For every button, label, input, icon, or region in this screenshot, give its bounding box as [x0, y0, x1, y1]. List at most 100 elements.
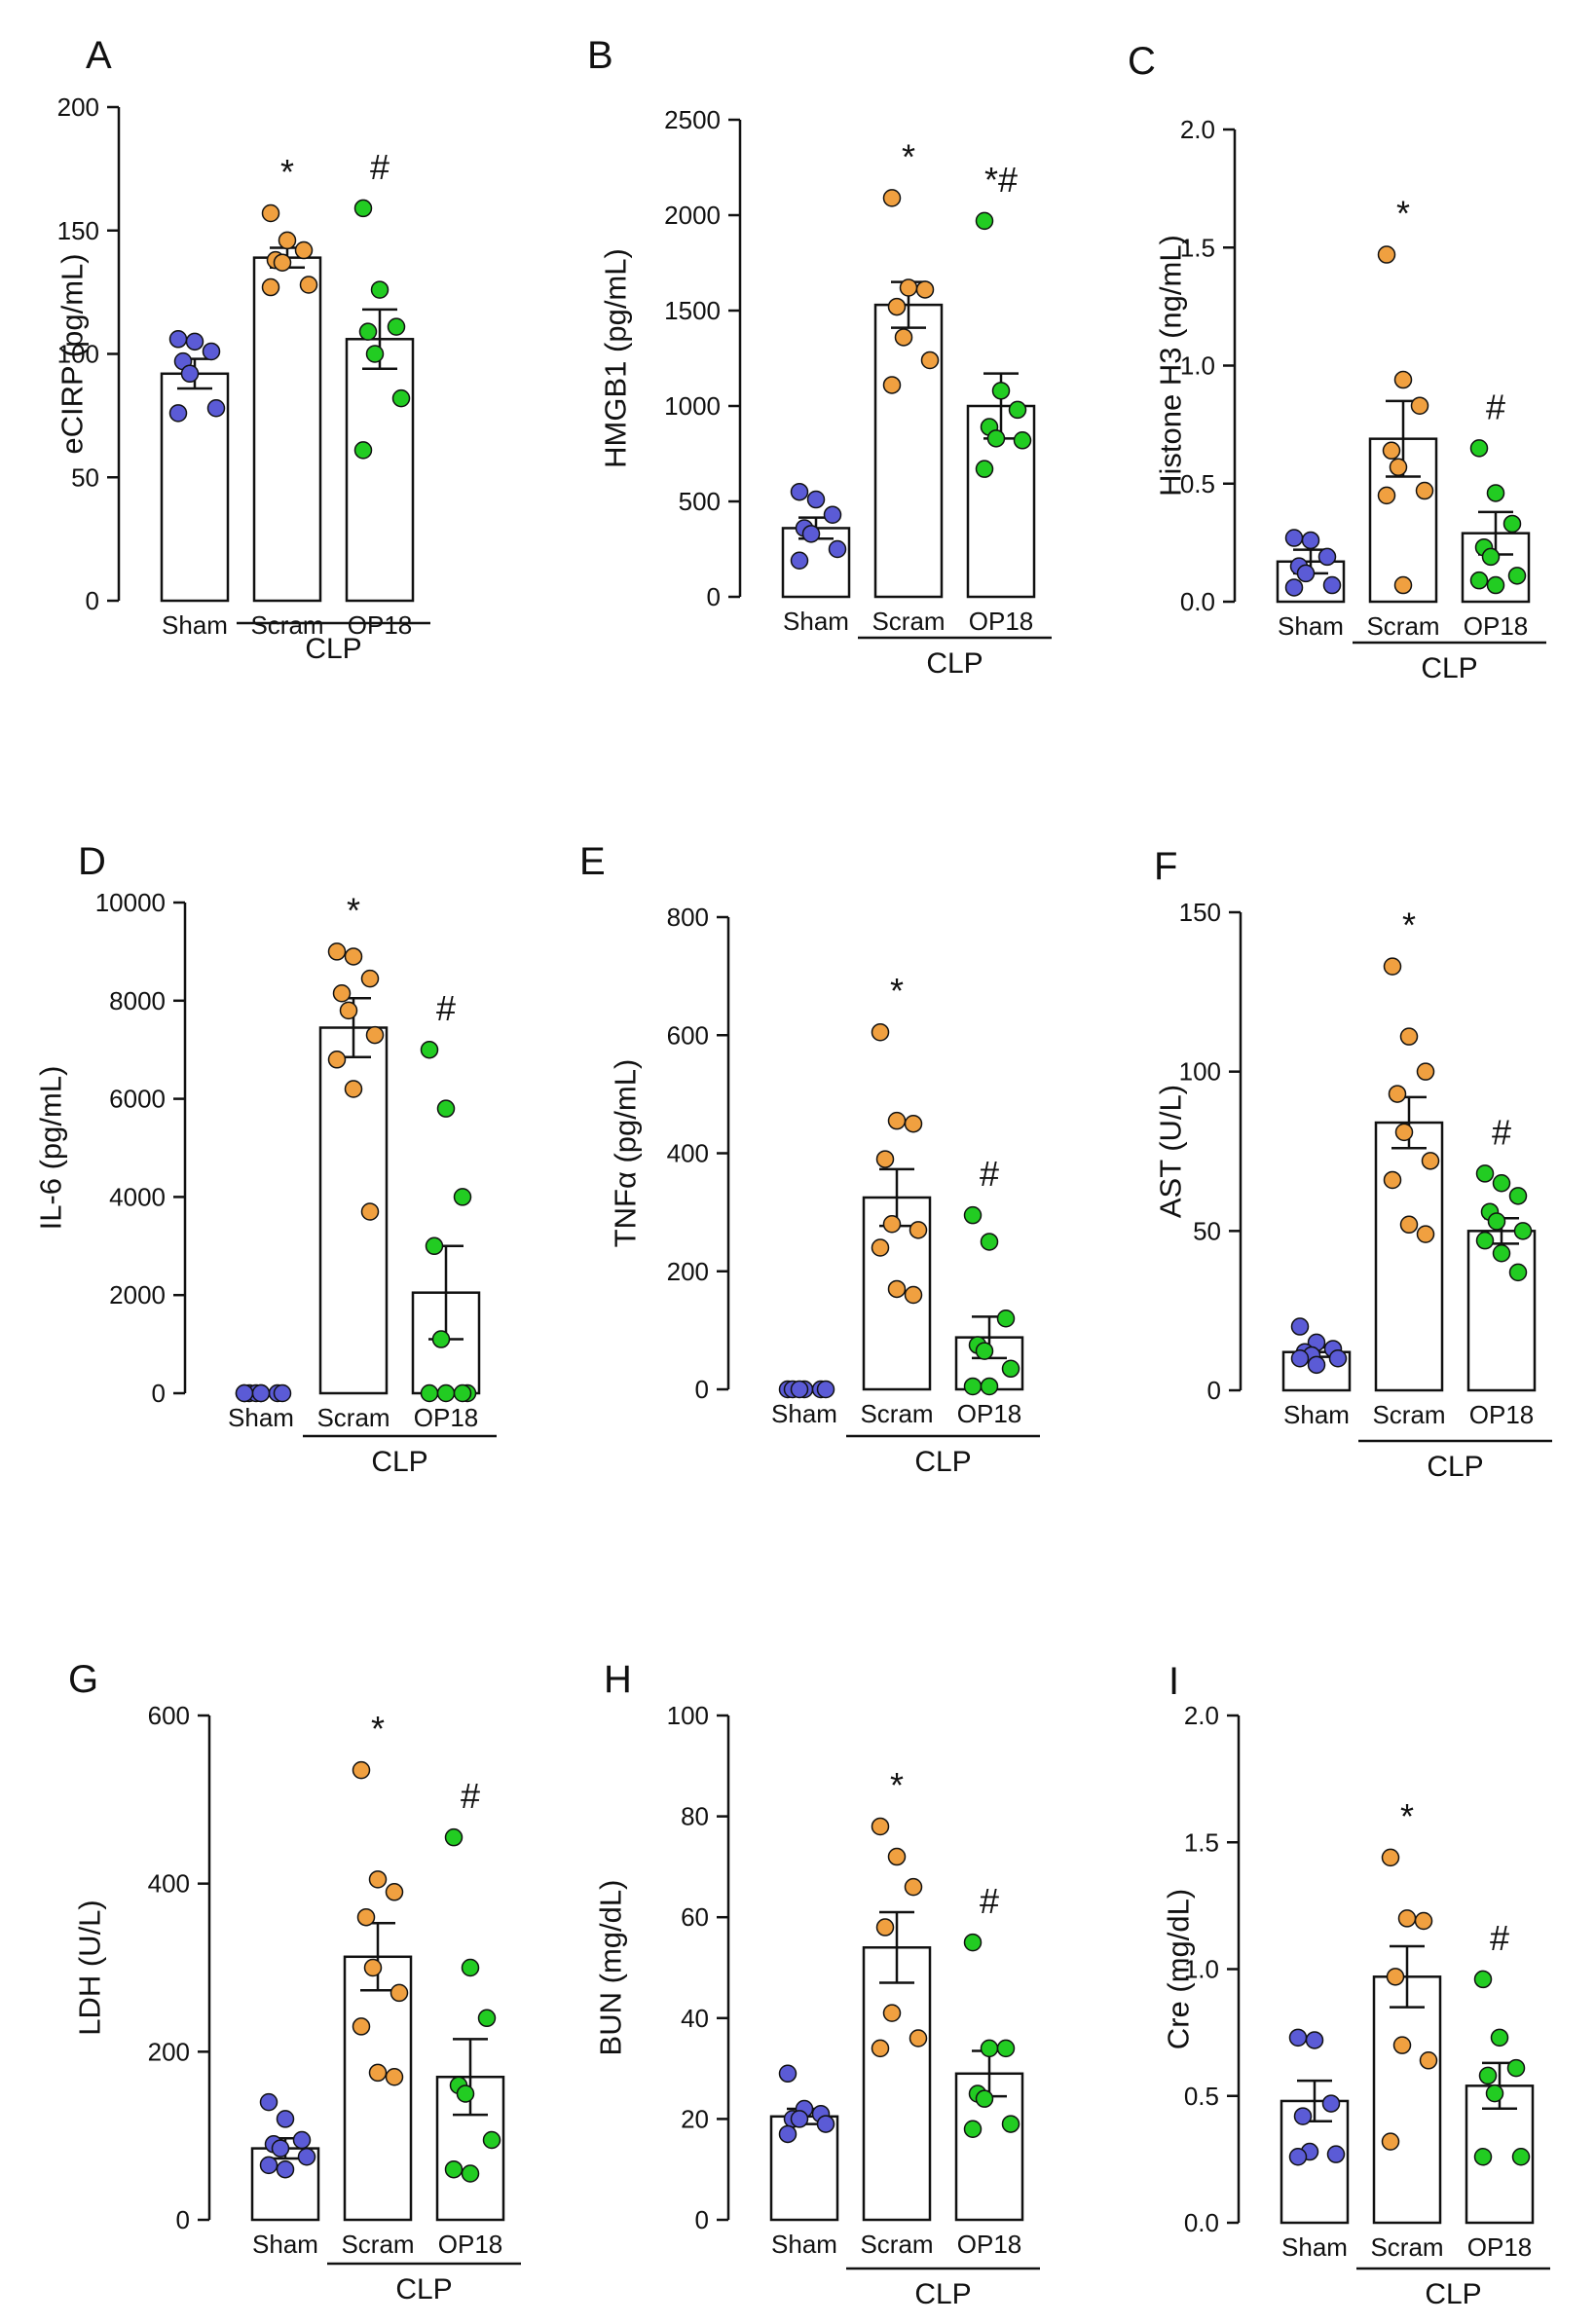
- data-point-sham: [276, 2159, 295, 2179]
- y-axis-label: LDH (U/L): [72, 1900, 106, 2036]
- data-point-sham: [206, 399, 226, 418]
- significance-mark: *: [1402, 905, 1416, 945]
- data-point-scram: [1377, 486, 1396, 505]
- data-point-scram: [1416, 1225, 1435, 1243]
- data-point-op18: [980, 2039, 999, 2058]
- data-point-scram: [887, 297, 907, 316]
- data-point-op18: [353, 441, 373, 460]
- data-point-sham: [276, 2110, 295, 2128]
- x-tick-label-op18: OP18: [1464, 611, 1529, 641]
- data-point-sham: [271, 2139, 290, 2158]
- data-point-scram: [294, 240, 314, 260]
- data-point-op18: [1001, 1359, 1020, 1379]
- y-tick-label: 0: [1207, 1376, 1221, 1405]
- data-point-scram: [356, 1907, 376, 1927]
- data-point-sham: [816, 2115, 835, 2133]
- data-point-scram: [875, 1150, 895, 1168]
- x-tick-label-sham: Sham: [771, 1399, 837, 1428]
- data-point-scram: [332, 983, 352, 1003]
- data-point-op18: [1487, 1212, 1506, 1231]
- data-point-scram: [1415, 481, 1434, 500]
- data-point-sham: [1290, 1317, 1310, 1336]
- x-tick-label-scram: Scram: [1372, 1400, 1445, 1429]
- data-point-sham: [1293, 2107, 1313, 2125]
- data-point-op18: [1486, 575, 1505, 595]
- data-point-scram: [1382, 441, 1401, 461]
- panel-d: D IL-6 (pg/mL) 0 2000 4000 6000 8000 10000 Sham S…: [33, 840, 497, 1478]
- data-point-sham: [1307, 1355, 1326, 1375]
- data-point-sham: [790, 551, 809, 571]
- y-tick-label: 6000: [109, 1085, 166, 1114]
- data-point-scram: [899, 278, 918, 297]
- data-point-scram: [1392, 2036, 1412, 2054]
- y-tick-label: 20: [681, 2104, 709, 2133]
- y-tick-label: 2000: [664, 201, 721, 230]
- data-point-sham: [235, 1383, 254, 1403]
- y-axis-label: TNFα (pg/mL): [608, 1059, 642, 1248]
- data-point-op18: [1485, 2084, 1504, 2103]
- significance-mark: *: [890, 1765, 904, 1805]
- x-tick-label-sham: Sham: [162, 610, 228, 640]
- significance-mark: #: [1490, 1918, 1509, 1958]
- data-point-scram: [909, 2029, 928, 2047]
- y-tick-label: 600: [148, 1701, 190, 1730]
- data-point-op18: [1507, 567, 1527, 585]
- data-point-sham: [1326, 2145, 1346, 2163]
- data-point-op18: [391, 388, 411, 408]
- x-tick-label-scram: Scram: [1370, 2232, 1443, 2262]
- data-point-op18: [1506, 2058, 1526, 2078]
- bar-scram: [862, 1946, 932, 2222]
- clp-label: CLP: [305, 633, 361, 665]
- data-point-scram: [1377, 245, 1396, 264]
- data-point-sham: [202, 342, 221, 361]
- data-point-scram: [1394, 1123, 1414, 1142]
- clp-label: CLP: [1421, 652, 1477, 684]
- y-tick-label: 400: [148, 1869, 190, 1899]
- x-tick-label-sham: Sham: [228, 1403, 294, 1432]
- data-point-sham: [259, 2092, 278, 2112]
- data-point-scram: [365, 1025, 385, 1045]
- data-point-scram: [1419, 2051, 1438, 2070]
- data-point-scram: [344, 1080, 363, 1098]
- data-point-op18: [963, 2120, 983, 2139]
- data-point-sham: [1290, 1349, 1310, 1368]
- clp-label: CLP: [1427, 1451, 1483, 1483]
- data-point-op18: [387, 317, 406, 336]
- x-tick-label-sham: Sham: [783, 607, 849, 636]
- panel-letter: I: [1168, 1660, 1179, 1703]
- y-tick-label: 0.0: [1184, 2208, 1219, 2237]
- x-tick-label-scram: Scram: [860, 1399, 933, 1428]
- x-tick-label-scram: Scram: [341, 2230, 414, 2259]
- significance-mark: #: [980, 1154, 999, 1194]
- data-point-scram: [385, 1883, 404, 1901]
- data-point-scram: [344, 947, 363, 966]
- data-point-sham: [168, 330, 188, 349]
- data-point-scram: [904, 1114, 923, 1133]
- data-point-op18: [461, 2164, 480, 2183]
- data-point-sham: [273, 1383, 292, 1403]
- x-tick-label-sham: Sham: [771, 2230, 837, 2259]
- data-point-scram: [360, 1202, 380, 1221]
- data-point-scram: [1381, 2132, 1400, 2151]
- data-point-scram: [385, 2067, 404, 2086]
- data-point-scram: [352, 2017, 371, 2036]
- y-tick-label: 50: [1193, 1216, 1221, 1245]
- bar-scram: [1372, 1975, 1442, 2225]
- data-point-op18: [370, 280, 389, 299]
- data-point-scram: [1383, 1170, 1402, 1190]
- y-tick-label: 0: [176, 2205, 190, 2234]
- data-point-op18: [461, 1958, 480, 1977]
- panel-letter: A: [86, 34, 112, 77]
- y-tick-label: 80: [681, 1802, 709, 1831]
- data-point-op18: [1508, 1263, 1528, 1282]
- data-point-sham: [297, 2148, 316, 2166]
- data-point-scram: [1383, 957, 1402, 976]
- panel-c: C Histone H3 (ng/mL) 0.0 0.5 1.0 1.5 2.0 Sham Sc…: [1128, 40, 1546, 684]
- bar-op18: [345, 338, 415, 603]
- data-point-sham: [1296, 564, 1316, 583]
- data-point-op18: [1492, 1173, 1511, 1193]
- y-tick-label: 0.5: [1180, 469, 1215, 498]
- y-axis-label: BUN (mg/dL): [593, 1880, 627, 2056]
- data-point-scram: [1389, 458, 1408, 477]
